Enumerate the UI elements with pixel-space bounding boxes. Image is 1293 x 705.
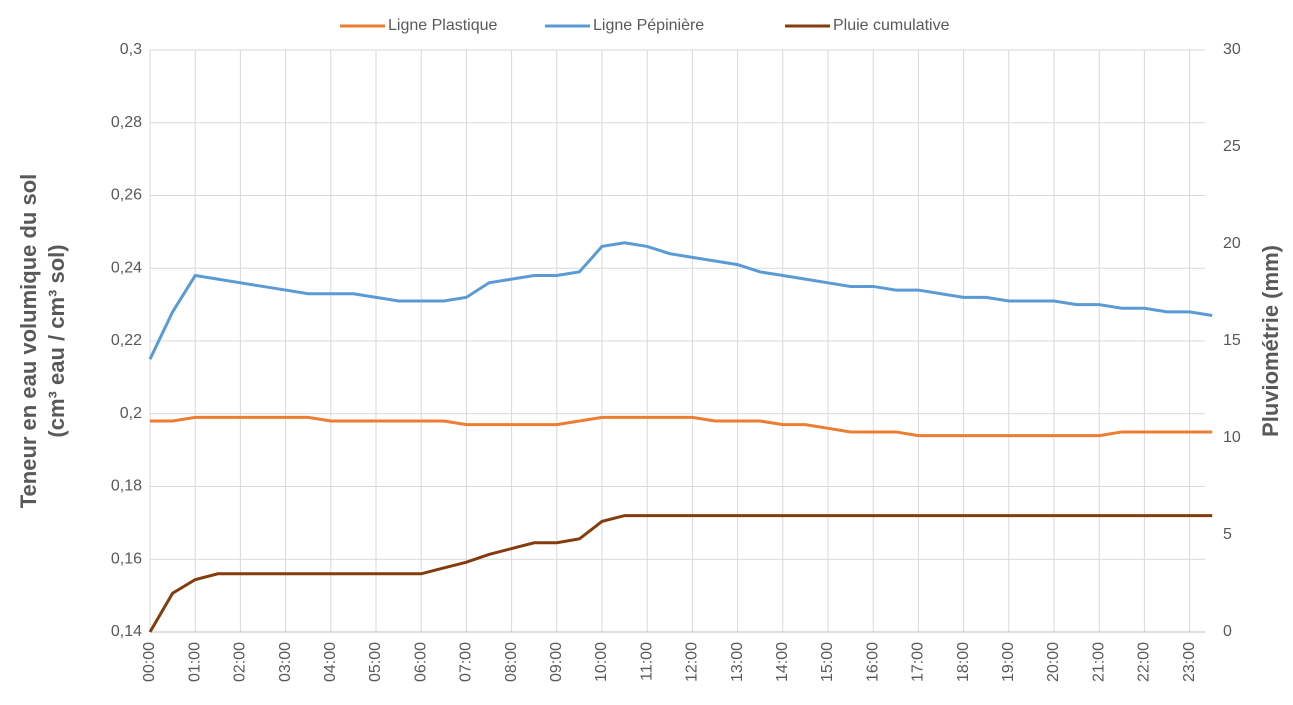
x-tick-label: 14:00 [774,642,791,682]
y2-tick-label: 5 [1223,526,1232,543]
y-tick-label: 0,26 [111,187,142,204]
y-tick-label: 0,3 [120,41,142,58]
y2-tick-label: 20 [1223,235,1241,252]
y2-tick-label: 0 [1223,623,1232,640]
x-tick-label: 11:00 [638,642,655,681]
legend-label: Ligne Plastique [388,17,498,34]
x-tick-label: 10:00 [593,642,610,682]
x-tick-label: 09:00 [548,642,565,682]
x-tick-label: 16:00 [864,642,881,682]
y-tick-label: 0,18 [111,478,142,495]
y-tick-label: 0,14 [111,623,142,640]
y-axis-title: Teneur en eau volumique du sol [16,174,41,509]
y-tick-label: 0,16 [111,550,142,567]
x-tick-label: 12:00 [684,642,701,682]
y2-tick-label: 30 [1223,41,1241,58]
x-tick-label: 07:00 [458,642,475,682]
y2-axis-title: Pluviométrie (mm) [1258,245,1283,437]
line-series [148,514,1213,633]
x-tick-label: 23:00 [1181,642,1198,682]
x-tick-label: 04:00 [322,642,339,682]
y2-tick-label: 15 [1223,332,1241,349]
x-tick-label: 00:00 [141,642,158,682]
y-tick-label: 0,2 [120,405,142,422]
y-tick-label: 0,28 [111,114,142,131]
x-tick-label: 08:00 [503,642,520,682]
y2-tick-label: 25 [1223,138,1241,155]
x-tick-label: 15:00 [819,642,836,682]
y-tick-label: 0,22 [111,332,142,349]
x-tick-label: 22:00 [1136,642,1153,682]
x-tick-label: 13:00 [729,642,746,682]
x-tick-label: 21:00 [1090,642,1107,682]
x-tick-label: 06:00 [412,642,429,682]
x-tick-label: 17:00 [910,642,927,682]
y2-tick-label: 10 [1223,429,1241,446]
x-tick-label: 19:00 [1000,642,1017,682]
y-tick-label: 0,24 [111,259,142,276]
x-tick-label: 20:00 [1045,642,1062,682]
legend-label: Ligne Pépinière [593,17,704,34]
x-tick-label: 18:00 [955,642,972,682]
x-tick-label: 01:00 [186,642,203,682]
line-series [148,241,1213,360]
x-tick-label: 03:00 [277,642,294,682]
legend-label: Pluie cumulative [833,17,950,34]
x-tick-label: 05:00 [367,642,384,682]
y-axis-title: (cm³ eau / cm³ sol) [44,244,69,437]
line-series [150,415,1213,438]
x-tick-label: 02:00 [232,642,249,682]
